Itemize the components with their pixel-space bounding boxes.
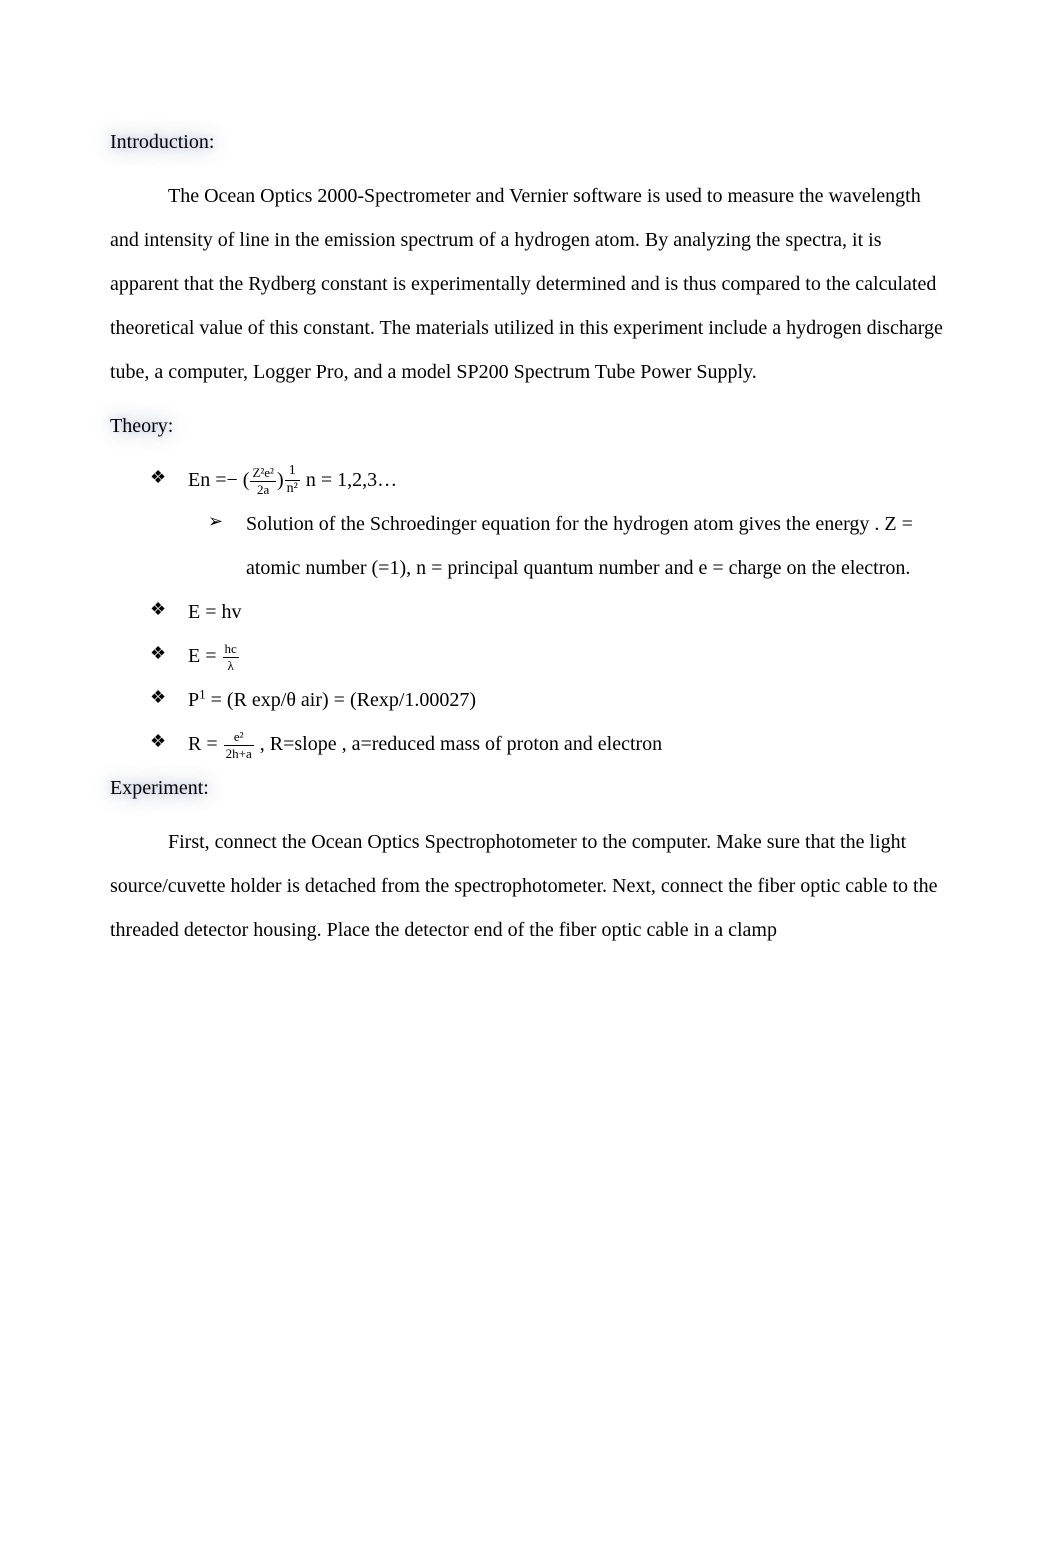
formula-r-den: 2h+a xyxy=(224,746,254,761)
theory-bullet-3: E = hcλ xyxy=(110,634,952,678)
formula-e-hclambda-frac: hcλ xyxy=(222,642,240,672)
intro-paragraph: The Ocean Optics 2000-Spectrometer and V… xyxy=(110,174,952,394)
experiment-paragraph: First, connect the Ocean Optics Spectrop… xyxy=(110,820,952,952)
theory-bullet-2: E = hv xyxy=(110,590,952,634)
intro-heading: Introduction: xyxy=(110,120,214,164)
formula-en-frac2-num: 1 xyxy=(285,464,300,481)
formula-en-frac2-den: n² xyxy=(285,481,300,497)
experiment-heading: Experiment: xyxy=(110,766,209,810)
formula-en-tail: n = 1,2,3… xyxy=(301,469,397,491)
theory-bullet-1-sub-list: Solution of the Schroedinger equation fo… xyxy=(188,502,952,590)
formula-e-hclambda-num: hc xyxy=(223,642,239,658)
theory-bullet-4: P1 = (R exp/θ air) = (Rexp/1.00027) xyxy=(110,678,952,722)
theory-bullet-1-sub: Solution of the Schroedinger equation fo… xyxy=(188,502,952,590)
formula-en-frac1-num: Z²e² xyxy=(250,466,276,482)
formula-en-frac1: Z²e²2a xyxy=(249,466,277,496)
theory-bullet-1: En =− (Z²e²2a)1n² n = 1,2,3… Solution of… xyxy=(110,458,952,590)
formula-e-hclambda: E = hcλ xyxy=(188,645,240,667)
formula-en-frac1-den: 2a xyxy=(250,482,276,497)
formula-r-frac: e²2h+a xyxy=(223,730,255,760)
formula-e-hclambda-lhs: E = xyxy=(188,645,222,667)
formula-r-lhs: R = xyxy=(188,733,223,755)
experiment-section: Experiment: First, connect the Ocean Opt… xyxy=(110,766,952,952)
formula-r: R = e²2h+a xyxy=(188,733,260,755)
formula-r-tail: , R=slope , a=reduced mass of proton and… xyxy=(260,733,662,755)
formula-p1-rhs: = (R exp/θ air) = (Rexp/1.00027) xyxy=(206,689,476,711)
intro-section: Introduction: The Ocean Optics 2000-Spec… xyxy=(110,120,952,394)
theory-heading: Theory: xyxy=(110,404,173,448)
theory-bullet-list: En =− (Z²e²2a)1n² n = 1,2,3… Solution of… xyxy=(110,458,952,766)
formula-r-num: e² xyxy=(224,730,254,746)
formula-e-hclambda-den: λ xyxy=(223,658,239,673)
formula-en: En =− (Z²e²2a)1n² n = 1,2,3… xyxy=(188,469,397,491)
formula-en-frac2: 1n² xyxy=(284,464,301,496)
theory-section: Theory: En =− (Z²e²2a)1n² n = 1,2,3… Sol… xyxy=(110,404,952,766)
formula-p1: P1 = (R exp/θ air) = (Rexp/1.00027) xyxy=(188,689,476,711)
theory-bullet-5: R = e²2h+a , R=slope , a=reduced mass of… xyxy=(110,722,952,766)
formula-en-prefix: En =− ( xyxy=(188,469,249,491)
formula-p1-lhs: P xyxy=(188,689,199,711)
document-page: Introduction: The Ocean Optics 2000-Spec… xyxy=(0,0,1062,1561)
formula-e-hv: E = hv xyxy=(188,601,242,623)
formula-en-close-paren: ) xyxy=(277,469,284,491)
